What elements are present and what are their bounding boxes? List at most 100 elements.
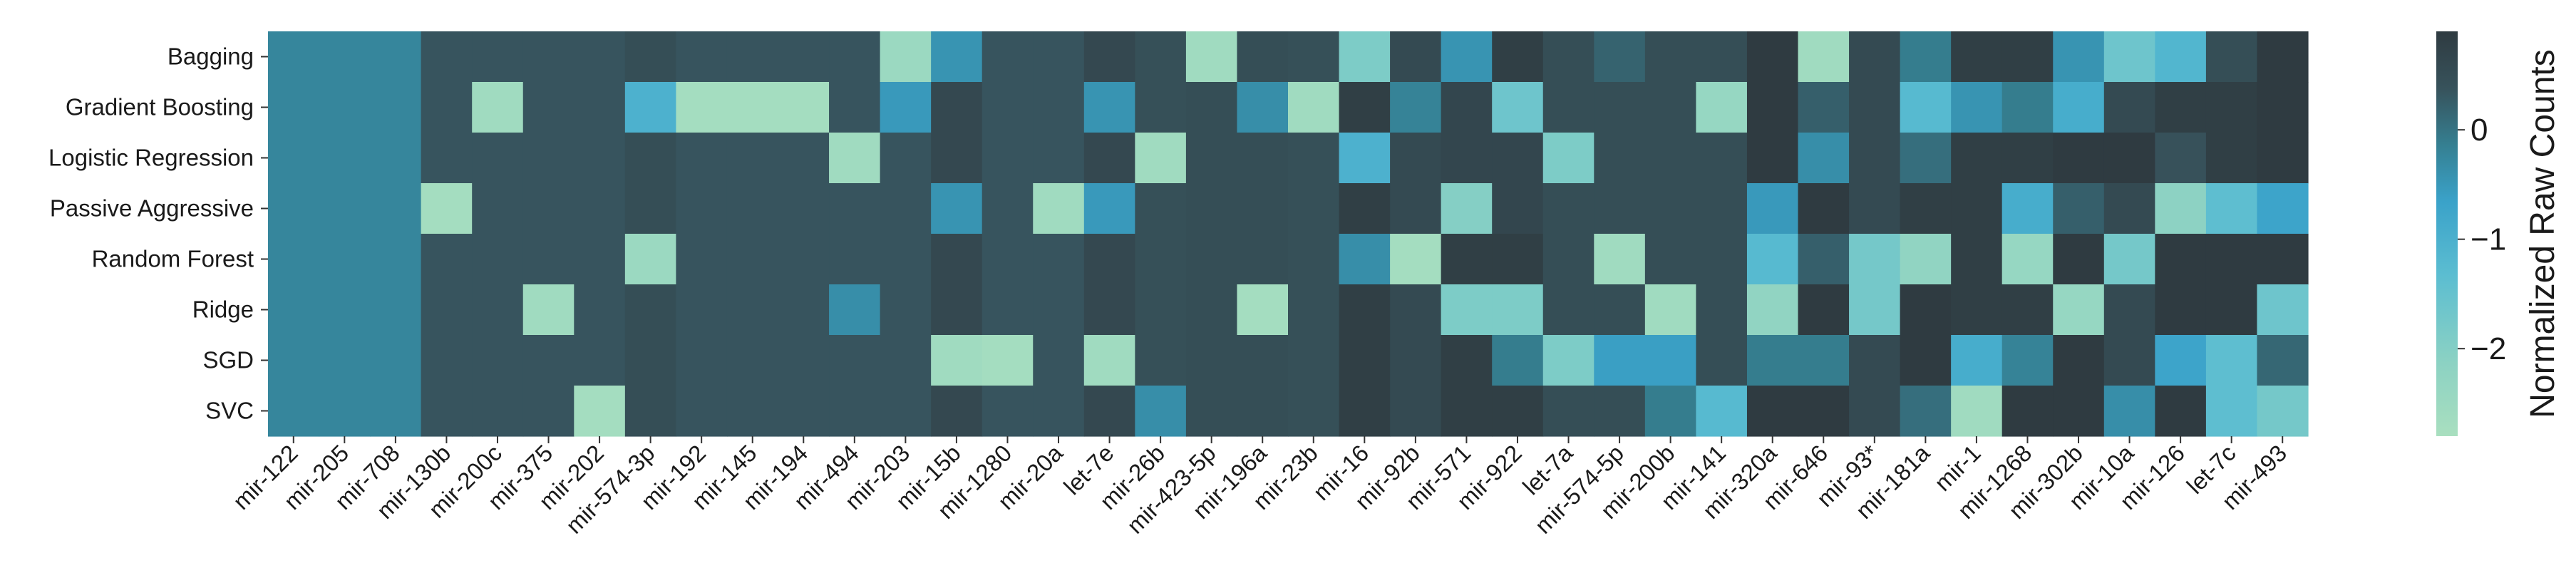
heatmap-cell — [2205, 82, 2258, 133]
heatmap-cell — [1951, 31, 2003, 83]
heatmap-cell — [268, 386, 320, 437]
heatmap-cell — [676, 284, 728, 336]
heatmap-cell — [2155, 31, 2207, 83]
heatmap-cell — [1033, 386, 1085, 437]
heatmap-cell — [982, 335, 1034, 386]
heatmap-cell — [1390, 335, 1442, 386]
heatmap-cell — [319, 183, 371, 234]
heatmap-cell — [624, 133, 676, 184]
heatmap-cell — [1339, 31, 1391, 83]
heatmap-cell — [1492, 284, 1544, 336]
heatmap-cell — [2155, 335, 2207, 386]
heatmap-cell — [1185, 234, 1238, 285]
heatmap-cell — [1033, 234, 1085, 285]
heatmap-cell — [1798, 335, 1850, 386]
heatmap-cell — [1696, 133, 1748, 184]
colorbar-tick-label: 0 — [2471, 113, 2488, 148]
heatmap-cell — [778, 386, 830, 437]
heatmap-cell — [1900, 335, 1952, 386]
heatmap-cell — [1900, 31, 1952, 83]
heatmap-cell — [421, 335, 473, 386]
heatmap-cell — [2205, 335, 2258, 386]
heatmap-cell — [1696, 31, 1748, 83]
heatmap-cell — [1288, 133, 1340, 184]
heatmap-cell — [1746, 234, 1799, 285]
heatmap-cell — [2103, 133, 2155, 184]
heatmap-cell — [1288, 284, 1340, 336]
heatmap-cell — [1746, 82, 1799, 133]
heatmap-cell — [1441, 82, 1493, 133]
heatmap-cell — [1185, 133, 1238, 184]
heatmap-cell — [1594, 335, 1646, 386]
heatmap-cell — [778, 183, 830, 234]
heatmap-cell — [1746, 386, 1799, 437]
heatmap-cell — [2155, 386, 2207, 437]
heatmap-cell — [522, 335, 575, 386]
heatmap-cell — [2257, 386, 2309, 437]
heatmap-cell — [2001, 234, 2054, 285]
heatmap-cell — [1798, 386, 1850, 437]
heatmap-cell — [726, 183, 779, 234]
heatmap-cell — [2103, 386, 2155, 437]
heatmap-cell — [1900, 183, 1952, 234]
heatmap-cell — [421, 386, 473, 437]
heatmap-cell — [1696, 183, 1748, 234]
heatmap-cell — [1798, 234, 1850, 285]
heatmap-cell — [2155, 183, 2207, 234]
heatmap-cell — [1951, 386, 2003, 437]
heatmap-cell — [1237, 234, 1289, 285]
heatmap-cell — [931, 335, 983, 386]
heatmap-cell — [1237, 284, 1289, 336]
heatmap-cell — [1135, 82, 1187, 133]
heatmap-cell — [1900, 284, 1952, 336]
heatmap-cell — [1033, 31, 1085, 83]
heatmap-cell — [2001, 82, 2054, 133]
heatmap-cell — [880, 386, 932, 437]
heatmap-cell — [2257, 234, 2309, 285]
heatmap-cell — [1594, 183, 1646, 234]
heatmap-cell — [880, 133, 932, 184]
heatmap-cell — [421, 82, 473, 133]
heatmap-cell — [880, 284, 932, 336]
heatmap-cell — [1033, 335, 1085, 386]
heatmap-cell — [1951, 335, 2003, 386]
heatmap-cell — [2257, 31, 2309, 83]
heatmap-cell — [1594, 234, 1646, 285]
heatmap-cell — [472, 31, 524, 83]
heatmap-cell — [1083, 133, 1135, 184]
heatmap-cell — [1185, 183, 1238, 234]
heatmap-cell — [624, 183, 676, 234]
heatmap-cell — [2053, 183, 2105, 234]
heatmap-cell — [778, 31, 830, 83]
heatmap-cell — [1390, 183, 1442, 234]
heatmap-cell — [676, 386, 728, 437]
row-label: Ridge — [192, 296, 254, 323]
heatmap-cell — [1951, 284, 2003, 336]
heatmap-cell — [421, 183, 473, 234]
heatmap-cell — [726, 234, 779, 285]
heatmap-cell — [829, 183, 881, 234]
heatmap-cell — [522, 284, 575, 336]
heatmap-cell — [931, 133, 983, 184]
heatmap-cell — [1135, 234, 1187, 285]
heatmap-cell — [1798, 31, 1850, 83]
heatmap-cell — [726, 335, 779, 386]
heatmap-cell — [829, 82, 881, 133]
row-label: SGD — [202, 347, 254, 373]
heatmap-cell — [1492, 335, 1544, 386]
heatmap-cell — [1594, 386, 1646, 437]
heatmap-cell — [370, 31, 422, 83]
heatmap-cell — [1185, 82, 1238, 133]
heatmap-cell — [1288, 234, 1340, 285]
heatmap-cell — [2103, 31, 2155, 83]
heatmap-cell — [1696, 386, 1748, 437]
heatmap-cell — [1288, 183, 1340, 234]
heatmap-cell — [982, 183, 1034, 234]
heatmap-cell — [574, 335, 626, 386]
heatmap-cell — [1339, 183, 1391, 234]
heatmap-cells — [268, 31, 2309, 437]
heatmap-cell — [1083, 82, 1135, 133]
heatmap-cell — [1644, 284, 1696, 336]
heatmap-cell — [880, 335, 932, 386]
heatmap-cell — [421, 234, 473, 285]
